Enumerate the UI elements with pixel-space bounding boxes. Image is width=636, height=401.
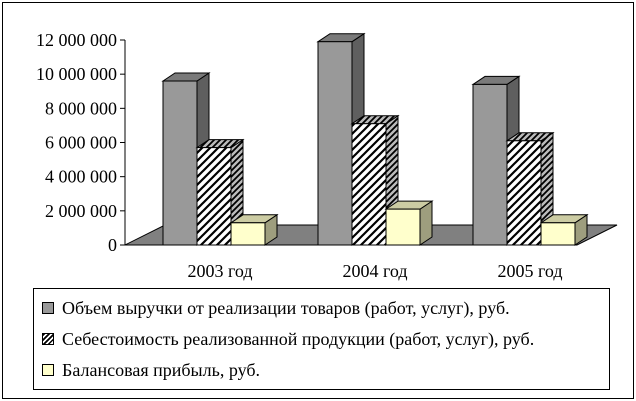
y-tick-label: 6 000 000: [45, 133, 117, 153]
legend-item-revenue: Объем выручки от реализации товаров (раб…: [42, 295, 510, 321]
bar-front: [317, 41, 353, 246]
legend-label-profit: Балансовая прибыль, руб.: [62, 359, 260, 380]
category-axis: 2003 год 2004 год 2005 год: [187, 261, 562, 281]
y-tick-label: 12 000 000: [36, 30, 117, 50]
y-tick-label: 0: [108, 235, 117, 255]
bar-front: [506, 140, 542, 246]
bar-chart: 0 2 000 000 4 000 000 6 000 000 8 000 000 10 …: [36, 30, 618, 281]
bar-front: [540, 222, 576, 246]
bar-front: [162, 80, 198, 246]
legend-item-profit: Балансовая прибыль, руб.: [42, 357, 260, 383]
legend-item-cost: Себестоимость реализованной продукции (р…: [42, 326, 534, 352]
bar-front: [385, 208, 421, 246]
x-tick-label: 2004 год: [342, 261, 407, 281]
bar: [384, 200, 434, 246]
y-tick-label: 8 000 000: [45, 98, 117, 118]
value-axis: 0 2 000 000 4 000 000 6 000 000 8 000 000 10 …: [36, 30, 126, 255]
bar-front: [472, 83, 508, 246]
bars: [161, 32, 589, 246]
bar-front: [351, 123, 387, 246]
bar-front: [196, 147, 232, 246]
bar: [229, 213, 279, 246]
legend-label-revenue: Объем выручки от реализации товаров (раб…: [62, 297, 510, 318]
y-tick-label: 2 000 000: [45, 201, 117, 221]
y-tick-label: 4 000 000: [45, 167, 117, 187]
y-tick-label: 10 000 000: [36, 64, 117, 84]
legend: Объем выручки от реализации товаров (раб…: [33, 288, 610, 390]
legend-swatch-cost: [42, 333, 54, 345]
legend-swatch-revenue: [42, 302, 54, 314]
bar: [539, 213, 589, 246]
legend-label-cost: Себестоимость реализованной продукции (р…: [62, 328, 535, 349]
x-tick-label: 2005 год: [497, 261, 562, 281]
legend-swatch-profit: [42, 364, 54, 376]
x-tick-label: 2003 год: [187, 261, 252, 281]
bar-front: [230, 222, 266, 246]
